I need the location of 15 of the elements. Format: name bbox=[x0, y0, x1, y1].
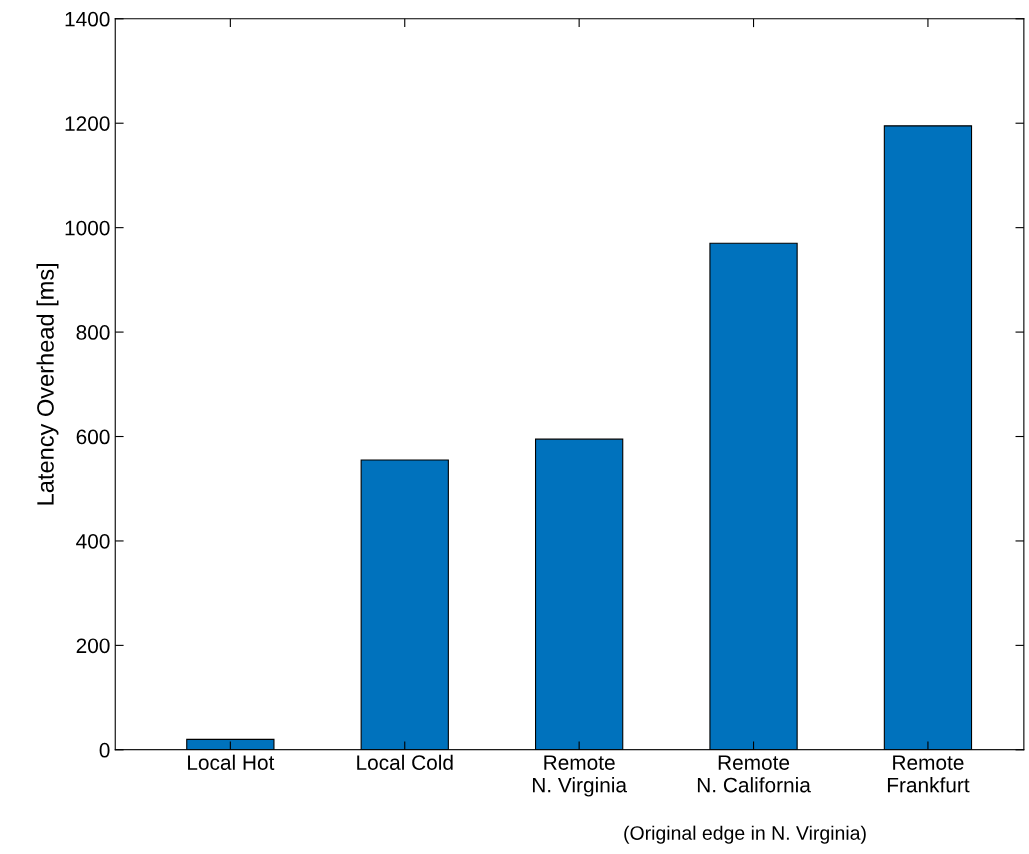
y-tick-label: 1200 bbox=[65, 116, 110, 131]
y-tick-label: 200 bbox=[76, 638, 110, 654]
x-tick-label: Local Cold bbox=[357, 754, 453, 770]
y-tick-label: 0 bbox=[99, 742, 110, 758]
x-tick-label: Remote Frankfurt bbox=[887, 755, 970, 793]
x-tick-label: Remote N. Virginia bbox=[532, 755, 628, 797]
y-tick-label: 1400 bbox=[65, 11, 110, 27]
y-tick-label: 1000 bbox=[65, 220, 110, 236]
x-tick-label: Remote N. California bbox=[697, 755, 811, 793]
y-tick-label: 400 bbox=[76, 533, 110, 549]
y-axis-title: Latency Overhead [ms] bbox=[36, 263, 59, 505]
text: (Original edge in N. Virginia) bbox=[624, 825, 866, 844]
x-tick-label: Local Hot bbox=[188, 754, 275, 770]
y-tick-label: 600 bbox=[76, 429, 110, 445]
y-tick-label: 800 bbox=[76, 325, 110, 340]
